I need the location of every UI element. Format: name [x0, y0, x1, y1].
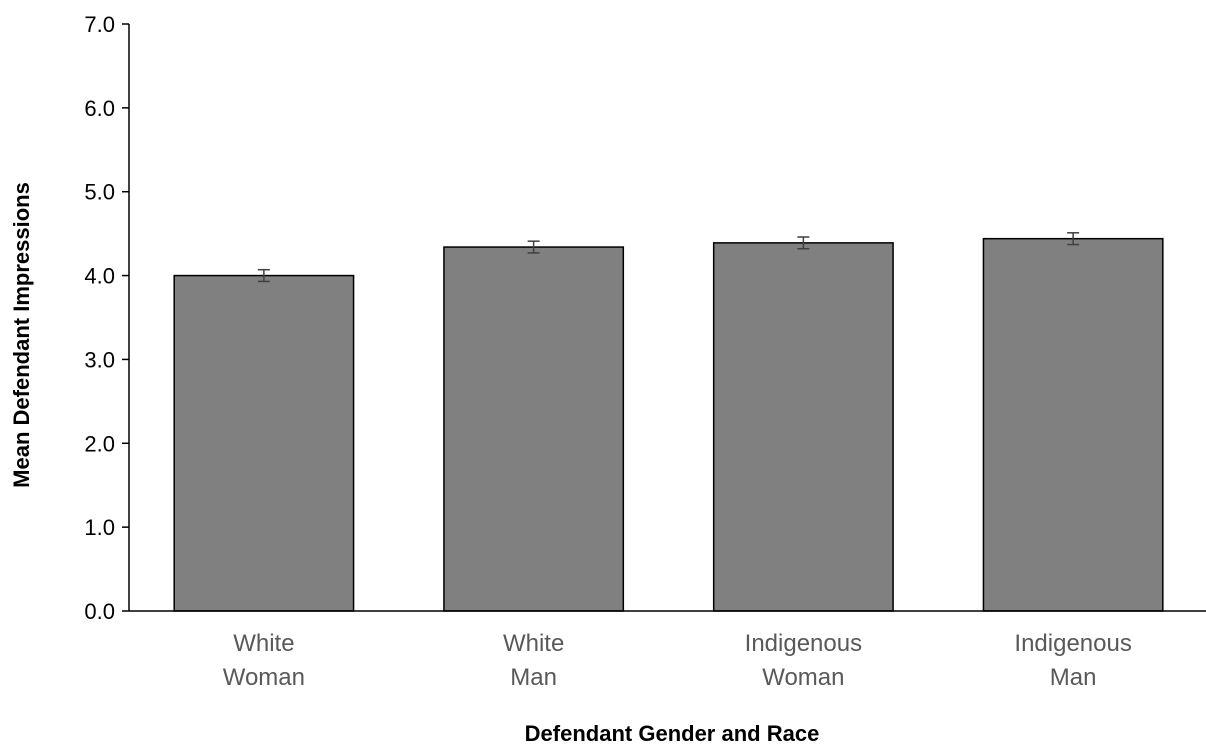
y-tick-label: 0.0 — [84, 599, 115, 624]
bar — [443, 246, 625, 612]
y-tick-label: 4.0 — [84, 264, 115, 289]
x-category-label: Indigenous — [1014, 630, 1131, 657]
bar — [712, 242, 894, 612]
x-category-labels-group: White Woman White Man Indigenous Woman Indigen… — [223, 630, 1132, 691]
y-ticks-group: 0.0 1.0 2.0 3.0 4.0 5.0 6.0 7.0 — [84, 12, 129, 624]
y-axis-title: Mean Defendant Impressions — [9, 182, 34, 488]
x-category-label: Man — [510, 664, 557, 691]
x-category-label: Indigenous — [745, 630, 862, 657]
bars-group — [173, 237, 1164, 612]
y-tick-label: 5.0 — [84, 180, 115, 205]
x-category-label: Man — [1050, 664, 1097, 691]
y-tick-label: 1.0 — [84, 515, 115, 540]
bar — [982, 237, 1164, 612]
error-bar — [527, 240, 540, 254]
y-tick-label: 3.0 — [84, 347, 115, 372]
x-axis-title: Defendant Gender and Race — [525, 721, 820, 746]
y-tick-label: 7.0 — [84, 12, 115, 37]
y-tick-label: 2.0 — [84, 431, 115, 456]
error-bar — [797, 236, 810, 250]
x-category-label: Woman — [762, 664, 844, 691]
error-bars-group — [257, 232, 1080, 283]
x-category-label: White — [503, 630, 564, 657]
error-bar — [1067, 232, 1080, 246]
y-tick-label: 6.0 — [84, 96, 115, 121]
bar — [173, 274, 355, 612]
error-bar — [257, 268, 270, 283]
axes-group — [128, 24, 1206, 612]
x-category-label: White — [233, 630, 294, 657]
x-category-label: Woman — [223, 664, 305, 691]
